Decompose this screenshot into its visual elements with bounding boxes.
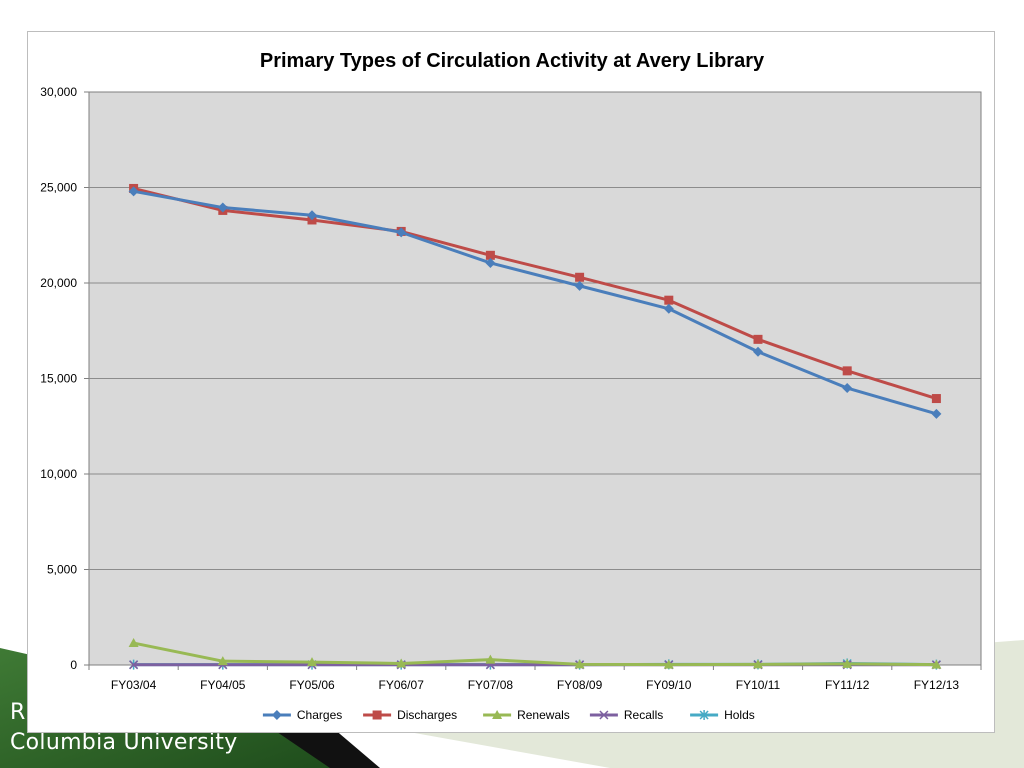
line-chart: Primary Types of Circulation Activity at… xyxy=(40,50,982,722)
legend-item-recalls: Recalls xyxy=(589,708,663,722)
chart-frame: Primary Types of Circulation Activity at… xyxy=(27,31,995,733)
y-tick-label: 5,000 xyxy=(47,563,77,577)
data-point xyxy=(307,657,317,667)
data-point xyxy=(128,186,139,197)
y-tick-label: 15,000 xyxy=(40,372,77,386)
data-point xyxy=(217,202,228,213)
data-point xyxy=(129,660,139,670)
axes: 0 5,000 10,000 15,000 20,000 25,000 30,000 FY03… xyxy=(40,85,982,692)
legend-item-renewals: Renewals xyxy=(483,708,570,722)
x-tick-label: FY07/08 xyxy=(468,678,514,692)
legend-marker xyxy=(271,710,282,720)
y-tick-label: 30,000 xyxy=(40,85,77,99)
data-point xyxy=(842,366,852,376)
footer-text-line2: Columbia University xyxy=(10,730,238,755)
data-point xyxy=(931,408,942,419)
legend-item-holds: Holds xyxy=(690,708,755,722)
legend-label: Renewals xyxy=(517,708,570,722)
legend-marker xyxy=(699,710,709,720)
legend-label: Charges xyxy=(297,708,342,722)
data-point xyxy=(663,659,674,669)
data-point xyxy=(574,280,585,291)
data-point xyxy=(485,257,496,268)
data-point xyxy=(485,250,495,260)
legend-label: Recalls xyxy=(624,708,663,722)
legend-label: Discharges xyxy=(397,708,457,722)
legend-label: Holds xyxy=(724,708,755,722)
series-charges xyxy=(128,186,942,419)
data-point xyxy=(753,334,763,344)
x-tick-label: FY06/07 xyxy=(379,678,425,692)
series-line xyxy=(133,189,937,416)
x-tick-label: FY03/04 xyxy=(111,678,157,692)
grid-lines xyxy=(89,187,981,570)
series-lines xyxy=(128,183,942,670)
x-tick-label: FY05/06 xyxy=(289,678,335,692)
chart-title: Primary Types of Circulation Activity at… xyxy=(260,50,765,72)
data-point xyxy=(931,659,942,669)
legend-item-charges: Charges xyxy=(262,708,342,722)
data-point xyxy=(842,658,853,668)
x-tick-label: FY10/11 xyxy=(736,678,781,692)
series-line xyxy=(133,186,937,400)
data-point xyxy=(753,659,763,669)
x-tick-label: FY09/10 xyxy=(646,678,692,692)
data-point xyxy=(128,638,139,648)
legend-marker xyxy=(492,710,503,719)
data-point xyxy=(663,303,674,314)
data-point xyxy=(842,383,853,394)
legend-marker xyxy=(599,710,609,720)
footer-text-line1: R xyxy=(10,700,26,725)
data-point xyxy=(575,272,585,282)
y-tick-label: 25,000 xyxy=(40,181,77,195)
y-tick-label: 0 xyxy=(70,658,77,672)
y-tick-label: 10,000 xyxy=(40,467,77,481)
legend-item-discharges: Discharges xyxy=(363,708,457,722)
x-tick-label: FY11/12 xyxy=(825,678,870,692)
x-tick-label: FY12/13 xyxy=(914,678,960,692)
data-point xyxy=(307,210,317,221)
data-point xyxy=(217,656,228,666)
y-tick-label: 20,000 xyxy=(40,276,77,290)
data-point xyxy=(485,654,496,664)
data-point xyxy=(396,227,407,238)
data-point xyxy=(664,295,674,305)
legend: Charges Discharges Renewals Recalls Holds xyxy=(262,708,755,722)
data-point xyxy=(931,394,941,404)
data-point xyxy=(753,346,763,357)
series-line xyxy=(133,641,937,667)
x-tick-label: FY04/05 xyxy=(200,678,246,692)
data-point xyxy=(574,659,585,669)
legend-marker xyxy=(372,710,382,720)
series-renewals xyxy=(128,638,942,669)
x-tick-label: FY08/09 xyxy=(557,678,603,692)
data-point xyxy=(396,658,407,668)
